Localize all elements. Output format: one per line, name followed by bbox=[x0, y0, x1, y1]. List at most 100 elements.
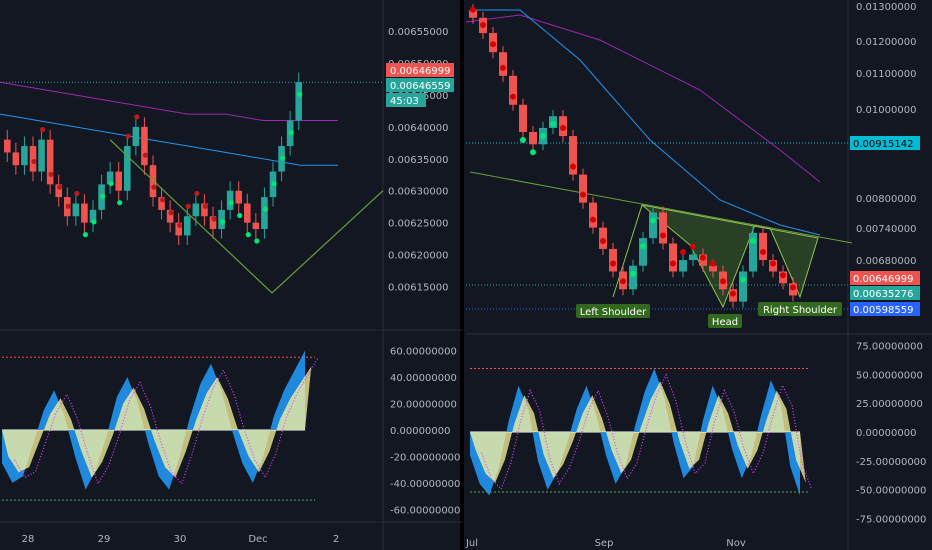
right-trend-dot bbox=[660, 232, 666, 239]
pattern-label: Right Shoulder bbox=[763, 305, 838, 316]
left-candle bbox=[89, 209, 97, 223]
left-trend-dot bbox=[151, 184, 157, 190]
right-trend-dot bbox=[520, 136, 526, 143]
left-trend-dot bbox=[194, 190, 200, 197]
osc-tick-label: -75.00000000 bbox=[856, 515, 926, 526]
left-candle bbox=[184, 216, 191, 236]
right-trend-dot bbox=[640, 243, 646, 250]
left-candle bbox=[295, 82, 302, 121]
left-trend-dot bbox=[91, 219, 97, 225]
left-trend-dot bbox=[262, 206, 269, 212]
left-candle bbox=[226, 190, 234, 210]
left-pattern-line bbox=[109, 139, 384, 294]
left-candle bbox=[38, 139, 45, 172]
right-trend-dot bbox=[670, 260, 676, 267]
right-trend-dot bbox=[570, 163, 576, 170]
left-candle bbox=[252, 222, 260, 230]
left-price-label-box bbox=[386, 78, 454, 92]
left-trend-dot bbox=[74, 190, 80, 197]
osc-tick-label: 0.00000000 bbox=[856, 428, 916, 439]
pattern-label-box bbox=[708, 314, 742, 328]
axes: 0.006550000.006500000.006450000.00640000… bbox=[22, 2, 927, 549]
right-trend-dot bbox=[760, 249, 766, 256]
left-price-tick-label: 0.00615000 bbox=[388, 282, 448, 293]
left-candle bbox=[55, 184, 62, 198]
left-candle bbox=[158, 197, 165, 210]
osc-tick-label: 50.00000000 bbox=[856, 370, 923, 381]
left-candle bbox=[175, 222, 182, 236]
right-time-tick-label: Nov bbox=[726, 538, 746, 549]
right-trend-dot bbox=[510, 93, 516, 100]
osc-yellow-area bbox=[2, 366, 312, 478]
right-trend-dot bbox=[750, 237, 756, 244]
left-trend-dot bbox=[57, 184, 63, 190]
right-trend-dot bbox=[580, 191, 586, 198]
left-price-label: 0.00646559 bbox=[390, 81, 450, 92]
left-oscillator-chart bbox=[2, 350, 319, 501]
right-trend-dot bbox=[540, 132, 546, 139]
osc-tick-label: 0.00000000 bbox=[390, 426, 450, 437]
left-candle bbox=[81, 203, 88, 223]
right-trend-dot bbox=[470, 6, 476, 13]
right-candle bbox=[709, 265, 717, 272]
right-trend-dot bbox=[680, 249, 686, 256]
right-candle bbox=[579, 174, 587, 203]
left-trend-dot bbox=[245, 232, 251, 238]
left-candle bbox=[124, 146, 131, 191]
osc-tick-label: -60.00000000 bbox=[390, 505, 460, 516]
right-price-label: 0.00646999 bbox=[853, 274, 913, 285]
left-trend-dot bbox=[99, 193, 106, 199]
osc-signal-line bbox=[481, 373, 813, 491]
left-trend-dot bbox=[211, 216, 217, 222]
right-trend-dot bbox=[560, 125, 566, 132]
left-trend-dot bbox=[48, 171, 54, 177]
right-candle bbox=[689, 254, 697, 261]
right-trend-dot bbox=[790, 284, 796, 291]
left-price-tick-label: 0.00625000 bbox=[388, 219, 448, 230]
left-trend-dot bbox=[288, 129, 294, 136]
osc-blue-area bbox=[2, 350, 305, 490]
left-price-tick-label: 0.00635000 bbox=[388, 155, 448, 166]
left-price-label: 45:03 bbox=[390, 96, 419, 107]
right-trend-dot bbox=[620, 278, 626, 285]
left-time-tick-label: Dec bbox=[248, 534, 267, 545]
right-price-label-box bbox=[850, 136, 920, 150]
right-candle bbox=[679, 260, 687, 272]
right-trend-dot bbox=[740, 276, 746, 283]
right-trend-dot bbox=[770, 260, 776, 267]
right-trend-dot bbox=[480, 22, 486, 29]
right-price-tick-label: 0.01000000 bbox=[856, 105, 916, 116]
left-time-tick-label: 2 bbox=[333, 534, 339, 545]
right-trend-dot bbox=[700, 254, 706, 261]
left-trend-dot bbox=[134, 114, 140, 120]
left-trend-dot bbox=[168, 210, 174, 216]
right-candle bbox=[519, 104, 527, 132]
osc-tick-label: -40.00000000 bbox=[390, 479, 460, 490]
left-trend-dot bbox=[39, 127, 46, 133]
left-candle bbox=[261, 197, 268, 230]
left-trend-dot bbox=[159, 197, 166, 203]
left-time-tick-label: 30 bbox=[174, 534, 187, 545]
left-candle bbox=[218, 209, 225, 230]
left-candle bbox=[192, 203, 200, 217]
osc-tick-label: 75.00000000 bbox=[856, 341, 923, 352]
left-trend-dot bbox=[117, 200, 123, 206]
right-candle bbox=[639, 238, 647, 266]
right-price-tick-label: 0.00800000 bbox=[856, 194, 916, 205]
right-trend-dot bbox=[530, 149, 536, 156]
left-candle bbox=[106, 171, 114, 185]
right-trend-dot bbox=[650, 217, 656, 224]
left-trend-dot bbox=[297, 91, 303, 97]
left-candle bbox=[244, 203, 251, 223]
left-trend-dot bbox=[271, 180, 277, 187]
right-candle bbox=[469, 10, 477, 18]
left-trend-dot bbox=[142, 152, 149, 158]
left-candle bbox=[29, 146, 37, 172]
left-price-label: 0.00646999 bbox=[390, 66, 450, 77]
pattern-label-box bbox=[576, 304, 650, 318]
right-price-chart: Left Shoulder Head Right Shoulder bbox=[465, 4, 853, 328]
right-candle bbox=[759, 232, 767, 261]
right-candle bbox=[669, 243, 677, 272]
left-price-label-box bbox=[386, 63, 454, 77]
right-trend-dot bbox=[690, 243, 696, 250]
